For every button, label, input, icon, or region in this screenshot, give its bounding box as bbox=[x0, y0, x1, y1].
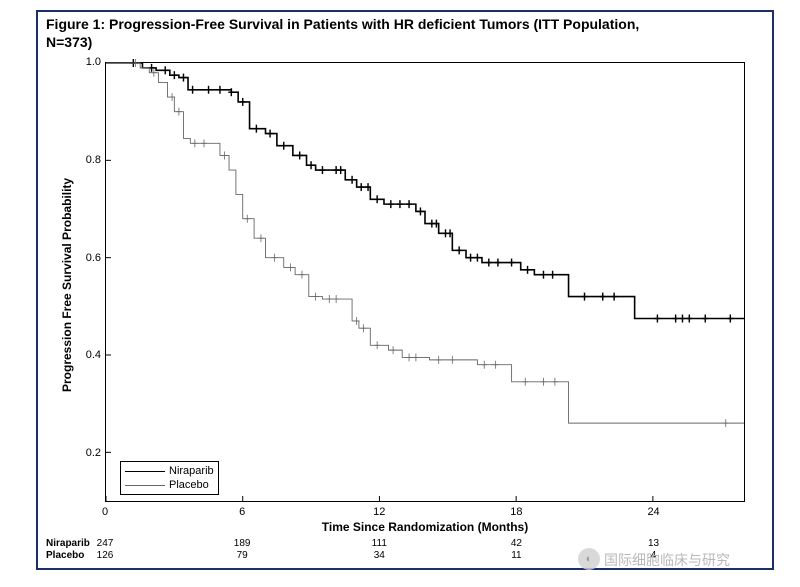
y-tick-label: 0.4 bbox=[77, 349, 101, 361]
risk-cell: 79 bbox=[237, 550, 248, 561]
y-tick-label: 0.6 bbox=[77, 252, 101, 264]
risk-cell: 34 bbox=[374, 550, 385, 561]
risk-row-label: Placebo bbox=[46, 550, 84, 561]
plot-area: Niraparib Placebo bbox=[105, 62, 745, 502]
x-tick-label: 6 bbox=[239, 506, 245, 518]
risk-cell: 189 bbox=[234, 538, 251, 549]
plot-svg bbox=[106, 63, 744, 501]
x-tick-label: 12 bbox=[373, 506, 385, 518]
risk-cell: 13 bbox=[648, 538, 659, 549]
risk-cell: 111 bbox=[372, 538, 387, 549]
legend-entry: Niraparib bbox=[125, 464, 214, 478]
legend: Niraparib Placebo bbox=[120, 461, 219, 495]
legend-swatch bbox=[125, 471, 165, 472]
risk-cell: 126 bbox=[97, 550, 114, 561]
x-tick-label: 24 bbox=[647, 506, 659, 518]
legend-swatch bbox=[125, 485, 165, 486]
y-axis-label: Progression Free Survival Probability bbox=[60, 178, 74, 392]
risk-row-label: Niraparib bbox=[46, 538, 90, 549]
risk-cell: 11 bbox=[511, 550, 521, 561]
watermark-text: 国际细胞临床与研究 bbox=[604, 550, 730, 570]
y-tick-label: 0.2 bbox=[77, 447, 101, 459]
figure-title: Figure 1: Progression-Free Survival in P… bbox=[46, 16, 766, 51]
risk-cell: 247 bbox=[97, 538, 114, 549]
x-tick-label: 18 bbox=[510, 506, 522, 518]
legend-label: Niraparib bbox=[169, 465, 214, 477]
legend-label: Placebo bbox=[169, 479, 209, 491]
watermark-icon: ◐ bbox=[578, 548, 600, 570]
risk-cell: 42 bbox=[511, 538, 522, 549]
x-tick-label: 0 bbox=[102, 506, 108, 518]
x-axis-label: Time Since Randomization (Months) bbox=[105, 520, 745, 534]
y-tick-label: 1.0 bbox=[77, 56, 101, 68]
y-tick-label: 0.8 bbox=[77, 154, 101, 166]
legend-entry: Placebo bbox=[125, 478, 214, 492]
